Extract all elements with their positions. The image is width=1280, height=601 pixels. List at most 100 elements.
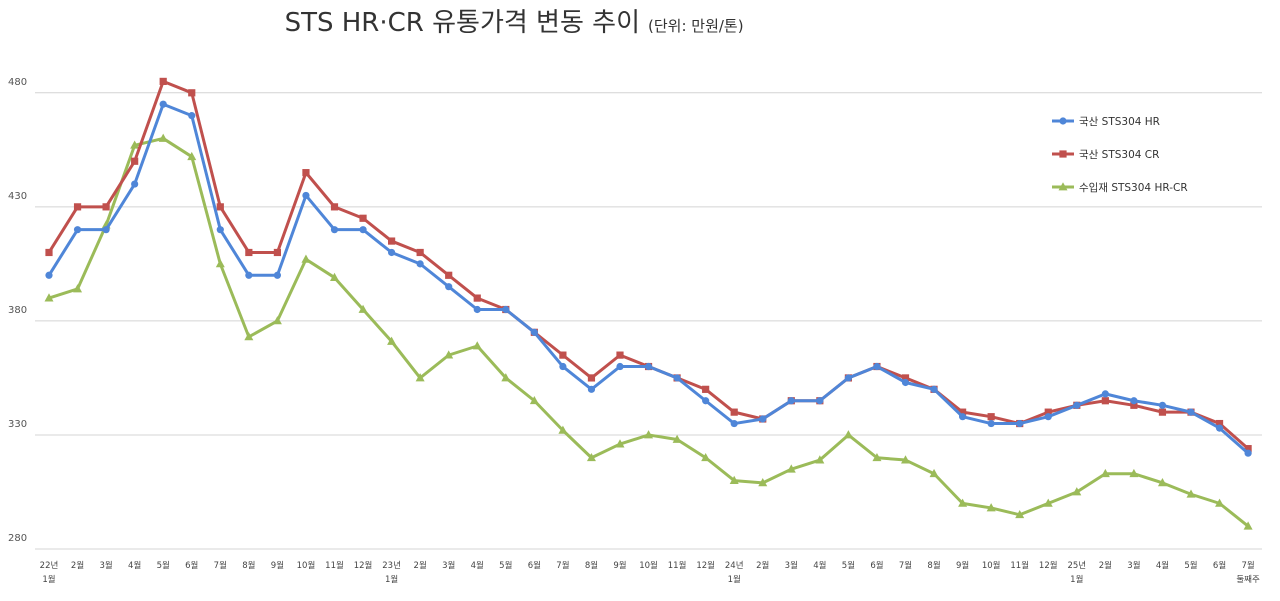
data-point [587,385,596,393]
data-point [1016,419,1024,428]
data-point [616,351,624,359]
data-point [273,271,281,279]
data-point [416,248,424,257]
data-point [1043,498,1053,507]
data-point [1186,489,1196,498]
data-point [359,214,367,222]
x-tick-label: 9월 [271,560,284,571]
data-point [302,169,310,177]
data-point [388,237,396,245]
series-3 [44,133,1253,530]
x-tick-label: 6월 [528,560,541,571]
chart-subtitle: (단위: 만원/톤) [648,17,744,35]
series-line [48,136,1250,528]
data-point [188,112,196,120]
x-tick-label: 2월 [71,560,84,571]
x-tick-label: 3월 [99,560,112,571]
data-point [1215,419,1224,428]
data-point [816,397,824,405]
legend-label: 국산 STS304 HR [1079,116,1160,128]
x-tick-label: 5월 [157,560,170,571]
data-point [1244,445,1252,453]
data-point [244,332,254,341]
x-tick-label: 5월 [499,560,512,571]
data-point [102,203,110,211]
x-tick-label: 3월 [442,560,455,571]
x-tick-label: 4월 [813,560,826,571]
data-point [786,464,796,473]
data-point [245,271,253,279]
data-point [1158,408,1167,416]
data-point [958,498,968,507]
data-point [388,248,396,257]
data-point [702,385,710,393]
data-point [1044,413,1052,421]
data-point [158,133,168,142]
x-tick-label: 9월 [956,560,969,571]
series-line [47,79,1250,450]
data-point [616,362,624,371]
data-point [330,272,339,281]
x-tick-label: 1월 [1070,574,1083,585]
data-point [1215,498,1225,507]
x-tick-label: 12월 [696,560,715,571]
data-point [272,316,282,325]
data-point [73,284,83,293]
data-point [102,226,110,234]
data-point [473,294,481,302]
data-point [702,397,710,405]
data-point [673,374,681,382]
data-point [558,425,568,434]
x-tick-label: 2월 [1099,560,1112,571]
x-tick-label: 8월 [242,560,255,571]
data-point [730,408,738,416]
data-point [1158,401,1167,409]
x-tick-label: 8월 [927,560,940,571]
data-point [159,100,167,108]
data-point [131,157,139,165]
data-point [187,151,197,161]
x-tick-label: 4월 [471,560,484,571]
data-point [1187,408,1195,416]
chart-title: STS HR·CR 유통가격 변동 추이 [285,8,640,38]
x-tick-label: 5월 [842,560,855,571]
data-point [559,351,567,359]
data-point [188,89,196,97]
data-point [901,378,910,387]
x-tick-label: 24년 [725,560,744,571]
x-tick-label: 10월 [639,560,658,571]
legend-label: 국산 STS304 CR [1079,149,1159,161]
x-tick-label: 11월 [668,560,687,571]
x-tick-label: 둘째주 [1236,575,1260,585]
data-point [1130,401,1138,409]
x-tick-label: 25년 [1067,560,1086,571]
x-tick-label: 1월 [42,574,55,585]
data-point [759,415,767,423]
data-point [472,341,482,350]
data-point [131,180,139,188]
data-point [872,452,882,462]
data-point [1044,408,1052,416]
data-point [815,455,825,464]
data-point [844,374,853,382]
y-axis: 280 330 380 430 480 [8,77,27,544]
data-point [216,203,224,211]
grid-lines [35,92,1262,550]
x-tick-label: 3월 [1127,560,1140,571]
data-point [445,271,453,279]
data-point [215,259,225,268]
data-point [1130,397,1138,405]
data-point [787,397,795,405]
data-point [843,430,853,439]
data-point [615,439,625,448]
data-point [73,226,82,234]
data-point [986,503,996,512]
data-point [1073,401,1081,409]
legend-item: 국산 STS304 CR [1052,149,1159,161]
series-line [47,102,1250,455]
data-point [473,305,481,314]
data-point [587,374,596,382]
data-point [416,260,424,268]
y-tick-label: 330 [8,419,27,430]
